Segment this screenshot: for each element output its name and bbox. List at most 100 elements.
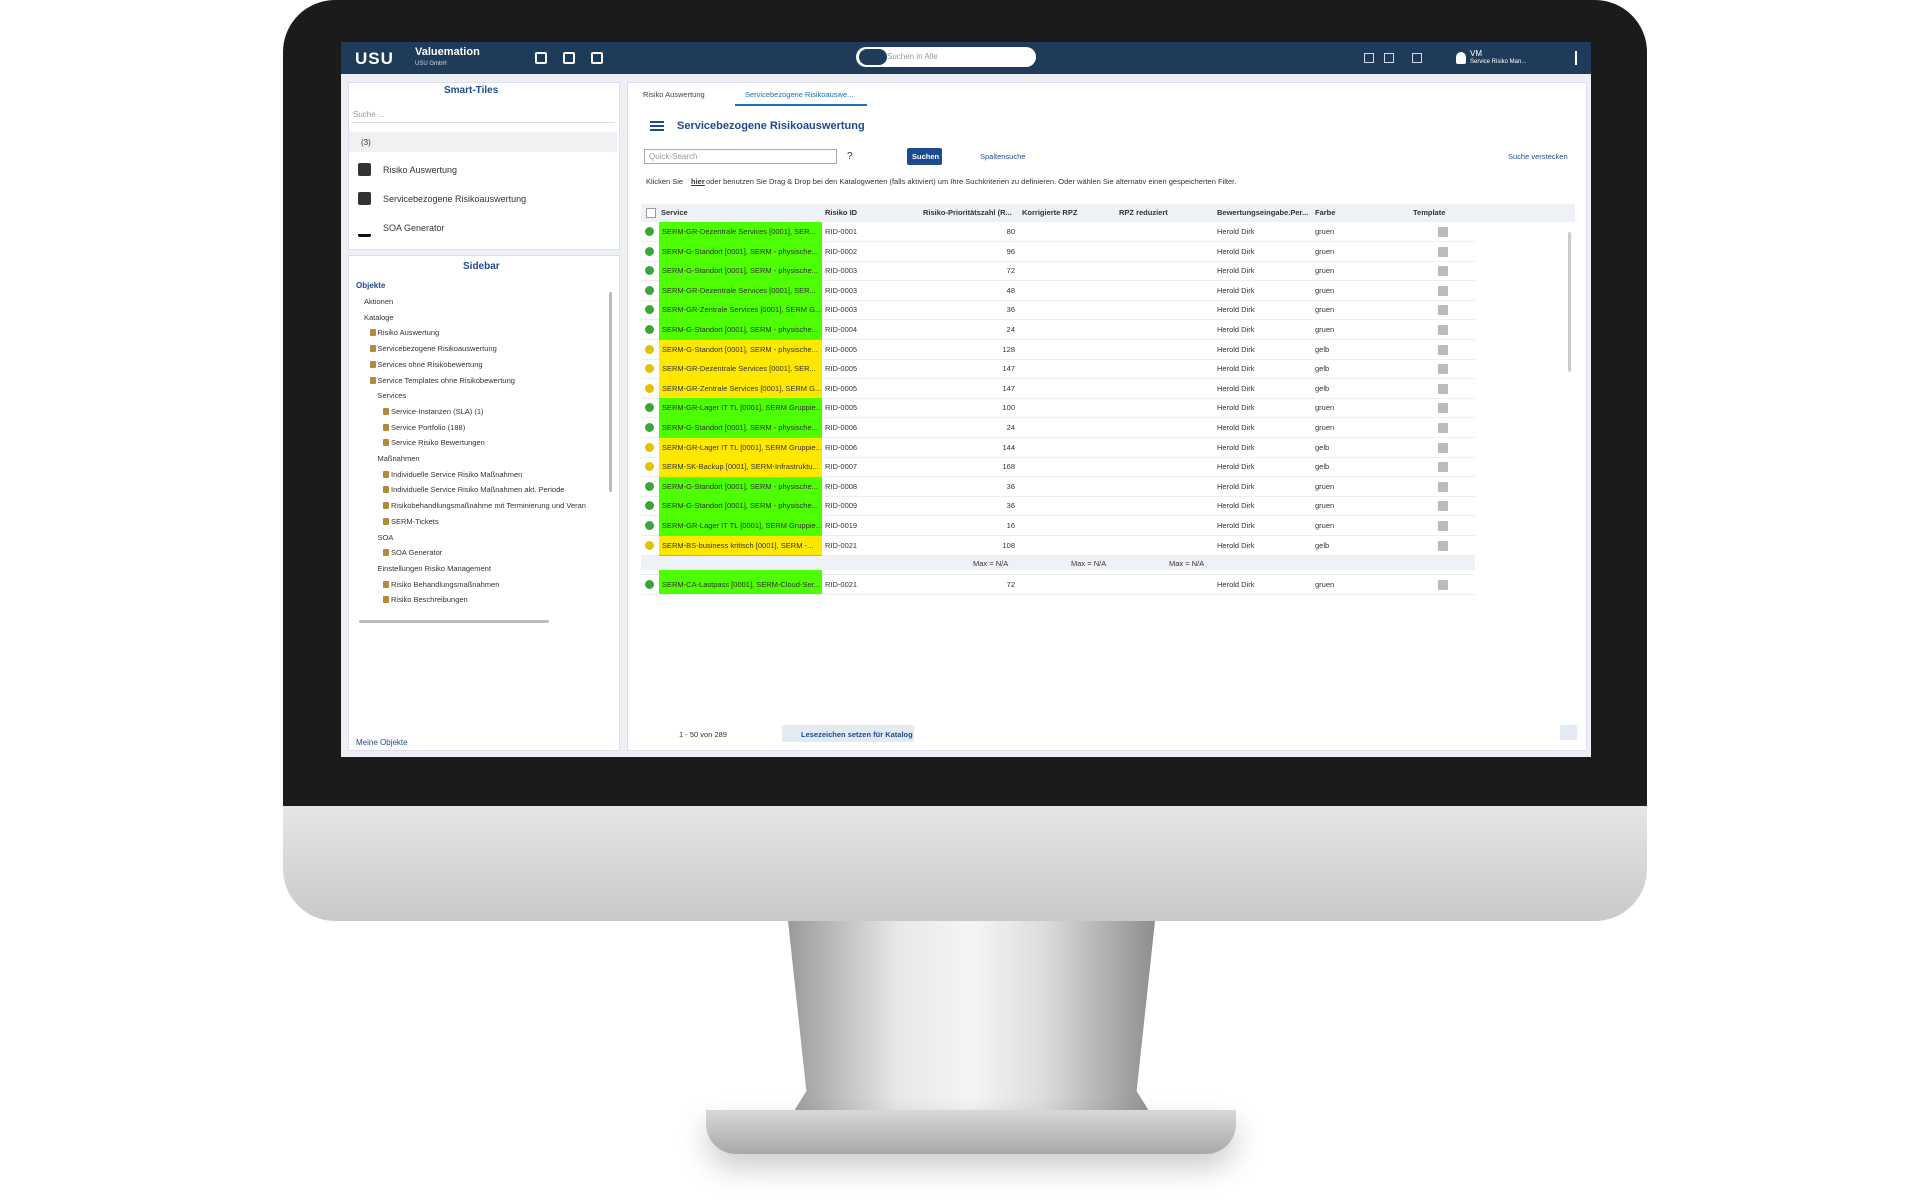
tree-folder[interactable]: Maßnahmen xyxy=(377,454,420,463)
service-highlight xyxy=(659,339,822,360)
aggregate: Max = N/A xyxy=(973,559,1009,568)
sidebar-title: Sidebar xyxy=(463,261,500,272)
service-highlight xyxy=(659,418,822,438)
search-scope[interactable] xyxy=(859,49,887,65)
tile-item[interactable]: Servicebezogene Risikoauswertung xyxy=(383,194,527,204)
service-highlight xyxy=(659,535,822,556)
nav-dashboard[interactable] xyxy=(563,52,575,64)
column-header[interactable]: Bewertungseingabe.Per... xyxy=(1217,208,1309,217)
tile-item[interactable]: SOA Generator xyxy=(383,223,445,233)
row-line xyxy=(641,378,1475,380)
header-icon[interactable] xyxy=(1412,53,1422,63)
service-cell[interactable]: SERM-GR-Lager IT TL [0001], SERM Gruppie… xyxy=(662,521,822,530)
tree-folder[interactable]: SOA xyxy=(377,532,394,542)
service-cell[interactable]: SERM-GR-Dezentrale Services [0001], SER.… xyxy=(662,227,816,236)
tree-item[interactable]: Aktionen xyxy=(364,297,394,306)
nav-home[interactable] xyxy=(535,52,547,64)
nav-reports[interactable] xyxy=(591,52,603,64)
tiles-group[interactable] xyxy=(349,132,617,152)
tab[interactable] xyxy=(735,87,867,106)
tree-item[interactable]: Services ohne Risikobewertung xyxy=(377,359,483,369)
hide-search[interactable]: Suche verstecken xyxy=(1508,152,1568,161)
quick-search[interactable] xyxy=(644,149,837,164)
page-title: Servicebezogene Risikoauswertung xyxy=(677,120,865,132)
service-cell[interactable]: SERM-SK-Backup [0001], SERM-Infrastruktu… xyxy=(662,462,819,472)
service-cell[interactable]: SERM-CA-Lastpass [0001], SERM-Cloud-Ser.… xyxy=(662,579,820,589)
service-cell[interactable]: SERM-GR-Lager IT TL [0001], SERM Gruppie… xyxy=(662,442,822,452)
service-cell[interactable]: SERM-GR-Zentrale Services [0001], SERM G… xyxy=(662,383,822,393)
tree-item[interactable]: Service-Instanzen (SLA) (1) xyxy=(391,406,484,416)
template-check xyxy=(1438,305,1448,316)
tree-item[interactable]: SERM-Tickets xyxy=(391,516,439,526)
column-header[interactable]: RPZ reduziert xyxy=(1119,208,1168,217)
row-line xyxy=(641,515,1475,517)
column-header[interactable]: Risiko ID xyxy=(825,208,858,217)
service-cell[interactable]: SERM-G-Standort [0001], SERM - physische… xyxy=(662,501,818,511)
tree-item[interactable]: Individuelle Service Risiko Maßnahmen ak… xyxy=(391,485,565,495)
column-header[interactable]: Template xyxy=(1413,208,1446,217)
tree-item[interactable]: Service Risiko Bewertungen xyxy=(391,438,485,448)
user-avatar[interactable] xyxy=(1456,52,1466,64)
column-search[interactable]: Spaltensuche xyxy=(980,152,1026,161)
select-all[interactable] xyxy=(646,208,656,218)
header-icon[interactable] xyxy=(1384,53,1394,63)
column-header[interactable]: Service xyxy=(661,208,688,217)
tree-item[interactable]: Risiko Beschreibungen xyxy=(391,595,468,605)
tiles-search-line xyxy=(351,122,615,123)
tree-item[interactable]: Individuelle Service Risiko Maßnahmen xyxy=(391,469,523,479)
service-cell[interactable]: SERM-G-Standort [0001], SERM - physische… xyxy=(662,423,818,432)
column-header[interactable]: Korrigierte RPZ xyxy=(1022,208,1078,217)
tree-item[interactable]: Risiko Behandlungsmaßnahmen xyxy=(391,579,500,589)
tiles-search[interactable]: Suche ... xyxy=(353,110,385,119)
column-header[interactable]: Risiko-Prioritätszahl (R... xyxy=(923,208,1012,217)
tree-icon xyxy=(383,502,389,510)
tree-item[interactable]: Risikobehandlungsmaßnahme mit Terminieru… xyxy=(391,501,586,511)
hint-link[interactable]: hier xyxy=(691,177,705,186)
tree-folder[interactable]: Services xyxy=(377,391,407,401)
tree-item[interactable]: Service Portfolio (188) xyxy=(391,422,466,432)
tree-folder[interactable]: Kataloge xyxy=(364,312,394,322)
menu-icon[interactable] xyxy=(650,125,664,127)
assessor: Herold Dirk xyxy=(1217,325,1255,334)
service-cell[interactable]: SERM-GR-Zentrale Services [0001], SERM G… xyxy=(662,305,822,315)
export-button[interactable] xyxy=(1560,725,1577,740)
risk-id: RID-0019 xyxy=(825,521,858,530)
service-cell[interactable]: SERM-G-Standort [0001], SERM - physische… xyxy=(662,266,818,276)
tiles-group-label: (3) xyxy=(361,138,371,147)
rpz: 108 xyxy=(1002,540,1015,550)
service-cell[interactable]: SERM-G-Standort [0001], SERM - physische… xyxy=(662,246,818,256)
tab-label: Risiko Auswertung xyxy=(643,90,705,99)
tree-item[interactable]: Risiko Auswertung xyxy=(377,328,440,338)
sidebar-section[interactable]: Objekte xyxy=(356,281,386,290)
rpz: 147 xyxy=(1002,364,1015,374)
service-cell[interactable]: SERM-G-Standort [0001], SERM - physische… xyxy=(662,344,818,354)
tree-item[interactable]: SOA Generator xyxy=(391,548,443,558)
table-vscroll xyxy=(1568,232,1571,372)
service-cell[interactable]: SERM-G-Standort [0001], SERM - physische… xyxy=(662,481,818,491)
column-header[interactable]: Farbe xyxy=(1315,208,1336,217)
risk-id: RID-0003 xyxy=(825,305,858,315)
status-dot xyxy=(645,325,654,334)
tree-item[interactable]: Service Templates ohne Risikobewertung xyxy=(377,375,515,385)
service-cell[interactable]: SERM-GR-Lager IT TL [0001], SERM Gruppie… xyxy=(662,403,822,413)
row-line xyxy=(641,339,1475,340)
template-check xyxy=(1438,403,1448,414)
assessor: Herold Dirk xyxy=(1217,266,1255,276)
header-icon[interactable] xyxy=(1364,53,1374,63)
service-cell[interactable]: SERM-G-Standort [0001], SERM - physische… xyxy=(662,325,818,334)
tree-folder[interactable]: Einstellungen Risiko Management xyxy=(377,563,491,573)
logout[interactable] xyxy=(1563,51,1577,65)
sidebar-footer[interactable]: Meine Objekte xyxy=(356,738,408,747)
service-cell[interactable]: SERM-GR-Dezentrale Services [0001], SER.… xyxy=(662,285,816,295)
global-search[interactable] xyxy=(856,47,1036,67)
menu-icon[interactable] xyxy=(650,129,664,131)
service-cell[interactable]: SERM-BS-business kritisch [0001], SERM -… xyxy=(662,540,814,550)
risk-id: RID-0007 xyxy=(825,462,858,472)
bookmark-button[interactable] xyxy=(782,725,914,742)
tree-item[interactable]: Servicebezogene Risikoauswertung xyxy=(377,344,497,354)
search-button[interactable] xyxy=(907,148,942,165)
menu-icon[interactable] xyxy=(650,121,664,123)
help[interactable]: ? xyxy=(847,151,853,162)
tile-item[interactable]: Risiko Auswertung xyxy=(383,165,458,175)
service-cell[interactable]: SERM-GR-Dezentrale Services [0001], SER.… xyxy=(662,364,816,374)
